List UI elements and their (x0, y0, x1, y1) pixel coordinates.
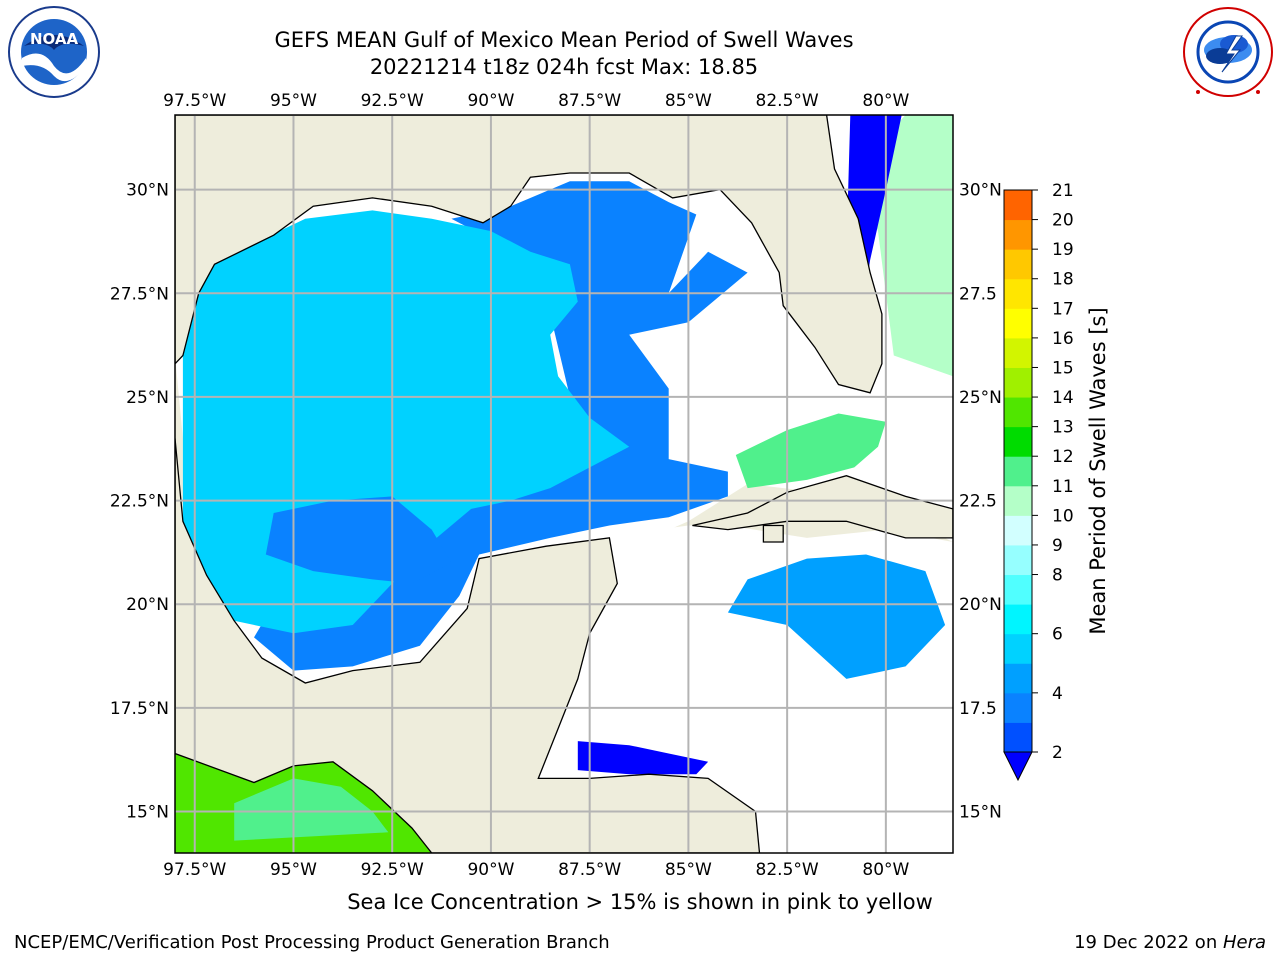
colorbar-tick-label: 15 (1052, 358, 1074, 378)
colorbar-tick-label: 9 (1052, 536, 1063, 556)
colorbar-tick-label: 17 (1052, 299, 1074, 319)
colorbar-tick-label: 21 (1052, 181, 1074, 201)
footer-machine: Hera (1222, 932, 1266, 953)
lon-tick-label-bottom: 90°W (467, 860, 514, 880)
noaa-logo: NOAA (8, 6, 100, 98)
lat-tick-label-right: 20°N (959, 595, 1002, 615)
lon-tick-label-top: 95°W (270, 91, 317, 111)
lat-tick-label-left: 17.5°N (110, 699, 169, 719)
chart-title: GEFS MEAN Gulf of Mexico Mean Period of … (274, 28, 854, 52)
footer-organization: NCEP/EMC/Verification Post Processing Pr… (14, 932, 610, 953)
colorbar-segment (1004, 397, 1032, 428)
lon-tick-label-bottom: 95°W (270, 860, 317, 880)
colorbar-tick-label: 20 (1052, 211, 1074, 231)
colorbar-segment (1004, 219, 1032, 250)
lat-tick-label-right: 27.5 (959, 284, 997, 304)
colorbar-segment (1004, 604, 1032, 635)
lon-tick-label-bottom: 85°W (665, 860, 712, 880)
colorbar-segment (1004, 249, 1032, 280)
nws-logo (1183, 7, 1273, 97)
lat-tick-label-right: 22.5 (959, 492, 997, 512)
colorbar-segment (1004, 692, 1032, 723)
lat-tick-label-right: 25°N (959, 388, 1002, 408)
lat-tick-label-left: 15°N (126, 803, 169, 823)
colorbar-tick-label: 13 (1052, 418, 1074, 438)
lon-tick-label-top: 97.5°W (163, 91, 226, 111)
footer-date: 19 Dec 2022 on Hera (1074, 932, 1266, 953)
lon-tick-label-top: 87.5°W (558, 91, 621, 111)
lat-tick-label-left: 27.5°N (110, 284, 169, 304)
colorbar-tick-label: 18 (1052, 270, 1074, 290)
colorbar-tick-label: 10 (1052, 506, 1074, 526)
us-landmass (175, 115, 883, 394)
colorbar-tick-label: 16 (1052, 329, 1074, 349)
colorbar-segment (1004, 485, 1032, 516)
lon-tick-label-bottom: 97.5°W (163, 860, 226, 880)
cuba-landmass (692, 475, 953, 539)
colorbar-segment (1004, 722, 1032, 753)
colorbar-segment (1004, 426, 1032, 457)
lat-tick-label-right: 17.5 (959, 699, 997, 719)
colorbar-frame (1003, 189, 1033, 753)
colorbar-segment (1004, 337, 1032, 368)
honduras-swell-patch (577, 741, 709, 775)
lon-tick-label-bottom: 82.5°W (756, 860, 819, 880)
gridlines (175, 115, 953, 853)
lat-tick-label-left: 22.5°N (110, 492, 169, 512)
colorbar-segment (1004, 190, 1032, 221)
lon-tick-label-bottom: 80°W (862, 860, 909, 880)
colorbar-segment (1004, 308, 1032, 339)
lat-tick-label-left: 25°N (126, 388, 169, 408)
campeche-swell (265, 496, 452, 584)
mexico-central-america-landmass (175, 438, 761, 853)
isla-de-la-juventud (762, 524, 784, 543)
colorbar-segment (1004, 663, 1032, 694)
lon-tick-label-top: 85°W (665, 91, 712, 111)
colorbar-segment (1004, 367, 1032, 398)
eastern-gulf-swell (254, 181, 748, 671)
lon-tick-label-top: 90°W (467, 91, 514, 111)
lon-tick-label-bottom: 87.5°W (558, 860, 621, 880)
colorbar-tick-label: 19 (1052, 240, 1074, 260)
colorbar-tick-label: 14 (1052, 388, 1074, 408)
lat-tick-label-left: 20°N (126, 595, 169, 615)
chart-subtitle: 20221214 t18z 024h fcst Max: 18.85 (369, 55, 759, 79)
lon-tick-label-top: 82.5°W (756, 91, 819, 111)
colorbar-extend-arrow (1003, 751, 1033, 782)
colorbar-segment (1004, 515, 1032, 546)
colorbar-label: Mean Period of Swell Waves [s] (1086, 307, 1110, 634)
colorbar-tick-label: 11 (1052, 477, 1074, 497)
lat-tick-label-right: 15°N (959, 803, 1002, 823)
colorbar-tick-label: 2 (1052, 743, 1063, 763)
colorbar-tick-label: 8 (1052, 566, 1063, 586)
lon-tick-label-bottom: 92.5°W (361, 860, 424, 880)
colorbar-segment (1004, 456, 1032, 487)
caribbean-swell-field (727, 554, 946, 679)
colorbar-tick-label: 12 (1052, 447, 1074, 467)
map-frame (174, 114, 954, 854)
map-area (175, 115, 953, 853)
lon-tick-label-top: 80°W (862, 91, 909, 111)
colorbar-segment (1004, 633, 1032, 664)
lat-tick-label-right: 30°N (959, 181, 1002, 201)
florida-straits-swell (735, 413, 886, 489)
colorbar-tick-label: 4 (1052, 684, 1063, 704)
sea-ice-note: Sea Ice Concentration > 15% is shown in … (347, 890, 933, 914)
pacific-swell-core (234, 778, 389, 841)
lat-tick-label-left: 30°N (126, 181, 169, 201)
colorbar-tick-label: 6 (1052, 625, 1063, 645)
colorbar-segment (1004, 278, 1032, 309)
colorbar-segment (1004, 574, 1032, 605)
lon-tick-label-top: 92.5°W (361, 91, 424, 111)
colorbar-segment (1004, 544, 1032, 576)
footer-date-prefix: 19 Dec 2022 on (1074, 932, 1223, 953)
noaa-logo-text: NOAA (30, 30, 79, 48)
